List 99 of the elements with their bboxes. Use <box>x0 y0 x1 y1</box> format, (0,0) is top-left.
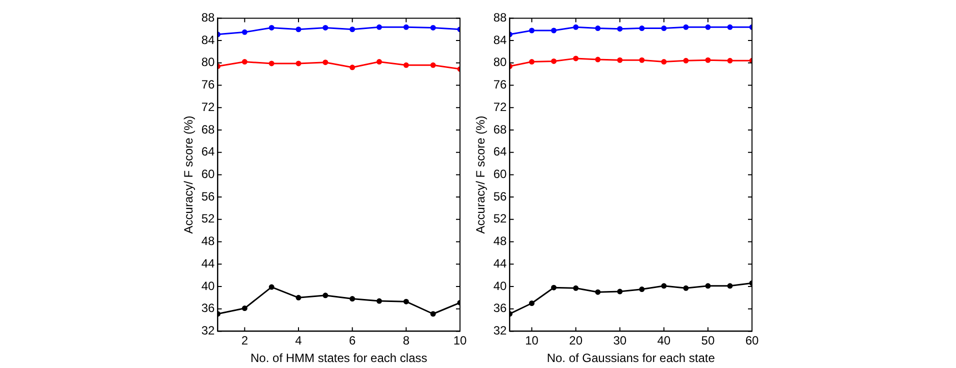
point <box>617 57 623 63</box>
y-tick-label: 44 <box>201 256 216 270</box>
y-tick-label: 40 <box>201 278 216 293</box>
point <box>430 24 436 30</box>
point <box>595 56 601 62</box>
y-tick-label: 52 <box>201 212 216 226</box>
y-tick-label: 60 <box>493 167 508 182</box>
point <box>350 26 356 32</box>
point <box>639 26 645 32</box>
y-tick-label: 80 <box>493 55 508 70</box>
point <box>705 24 711 30</box>
y-tick-label: 60 <box>201 167 216 182</box>
x-axis-title: No. of Gaussians for each state <box>546 351 716 366</box>
point <box>430 62 436 68</box>
point <box>727 24 733 30</box>
point <box>529 300 535 306</box>
point <box>403 298 409 304</box>
point <box>573 24 579 30</box>
y-tick-label: 48 <box>201 234 216 248</box>
x-tick-label: 20 <box>569 334 583 348</box>
y-tick-label: 56 <box>201 189 216 204</box>
y-tick-label: 48 <box>493 234 508 248</box>
y-tick-label: 36 <box>493 301 508 316</box>
point <box>661 283 667 289</box>
x-tick-label: 4 <box>295 334 302 348</box>
y-tick-label: 56 <box>493 189 508 204</box>
point <box>376 298 382 304</box>
y-axis-title: Accuracy/ F score (%) <box>474 116 488 234</box>
y-tick-label: 68 <box>493 122 508 136</box>
point <box>268 284 274 290</box>
y-tick-label: 68 <box>201 122 216 136</box>
y-tick-label: 52 <box>493 212 508 226</box>
point <box>727 283 733 289</box>
y-tick-label: 40 <box>493 278 508 293</box>
point <box>403 24 409 30</box>
point <box>430 311 436 317</box>
x-tick-label: 8 <box>402 334 410 348</box>
y-tick-label: 84 <box>493 32 508 47</box>
point <box>376 24 382 30</box>
y-tick-label: 84 <box>201 32 216 47</box>
point <box>322 24 328 30</box>
point <box>639 286 645 292</box>
y-axis-title: Accuracy/ F score (%) <box>182 116 196 234</box>
point <box>595 289 601 295</box>
point <box>573 285 579 291</box>
y-tick-label: 72 <box>493 100 508 114</box>
y-tick-label: 76 <box>493 78 508 92</box>
point <box>322 292 328 298</box>
x-tick-label: 10 <box>525 334 539 348</box>
point <box>529 28 535 34</box>
x-tick-label: 30 <box>613 334 627 348</box>
point <box>268 60 274 66</box>
point <box>551 28 557 34</box>
point <box>683 58 689 64</box>
point <box>296 60 302 66</box>
point <box>376 59 382 65</box>
point <box>296 26 302 32</box>
y-tick-label: 88 <box>493 10 508 25</box>
point <box>322 60 328 66</box>
y-tick-label: 72 <box>201 100 216 114</box>
point <box>705 57 711 63</box>
y-tick-label: 32 <box>201 324 216 338</box>
y-tick-label: 88 <box>201 10 216 25</box>
point <box>551 284 557 290</box>
point <box>242 59 248 65</box>
point <box>727 58 733 64</box>
point <box>661 26 667 32</box>
point <box>617 288 623 294</box>
y-tick-label: 32 <box>493 324 508 338</box>
x-tick-label: 40 <box>657 334 671 348</box>
y-tick-label: 80 <box>201 55 216 70</box>
x-tick-label: 10 <box>453 334 467 348</box>
y-tick-label: 64 <box>493 144 508 159</box>
point <box>705 283 711 289</box>
y-tick-label: 44 <box>493 256 508 270</box>
point <box>296 294 302 300</box>
point <box>350 64 356 70</box>
y-tick-label: 36 <box>201 301 216 316</box>
point <box>595 26 601 32</box>
x-tick-label: 60 <box>745 334 759 348</box>
y-tick-label: 76 <box>201 78 216 92</box>
x-tick-label: 6 <box>348 334 356 348</box>
point <box>350 296 356 302</box>
point <box>242 29 248 35</box>
point <box>268 24 274 30</box>
point <box>661 59 667 65</box>
point <box>529 59 535 65</box>
x-tick-label: 2 <box>241 334 248 348</box>
y-tick-label: 64 <box>201 144 216 159</box>
x-axis-title: No. of HMM states for each class <box>250 351 428 366</box>
point <box>403 62 409 68</box>
point <box>242 306 248 312</box>
x-tick-label: 50 <box>701 334 715 348</box>
point <box>551 58 557 64</box>
point <box>617 26 623 32</box>
point <box>683 24 689 30</box>
point <box>573 56 579 62</box>
point <box>639 57 645 63</box>
point <box>683 285 689 291</box>
